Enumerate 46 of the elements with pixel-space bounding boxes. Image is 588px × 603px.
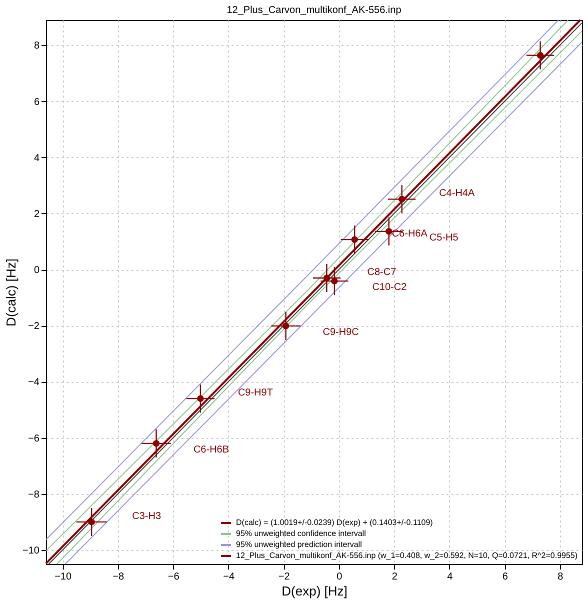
point (331, 278, 338, 284)
x-tick-label: −4 (223, 572, 235, 582)
y-tick-label: −6 (28, 433, 40, 444)
annotation: C6-H6B (193, 444, 230, 456)
point (282, 322, 290, 330)
annotation: C3-H3 (132, 510, 162, 522)
annotation: C8-C7 (367, 266, 397, 278)
point (88, 518, 95, 526)
annotation: C9-H9C (322, 326, 359, 338)
point (536, 52, 544, 59)
y-tick-label: 4 (34, 152, 40, 164)
x-axis-title: D(exp) [Hz] (282, 584, 348, 598)
point (197, 395, 204, 402)
x-tick-label: 0 (336, 572, 343, 582)
legend-label: 95% unweighted confidence intervall (236, 529, 366, 538)
legend-label: 12_Plus_Carvon_multikonf_AK-556.inp (w_1=0.408, w_2=0.592, N=10, Q=0.0721, R^2=0.9955) (236, 551, 578, 560)
x-tick-label: 4 (447, 572, 454, 582)
x-tick-label: −8 (112, 572, 124, 582)
x-tick-label: −2 (278, 572, 290, 582)
x-tick-label: 8 (558, 572, 564, 582)
chart-title: 12_Plus_Carvon_multikonf_AK-556.inp (226, 5, 402, 16)
x-tick-label: −10 (54, 572, 72, 582)
y-axis-title: D(calc) [Hz] (4, 258, 19, 326)
annotation: C5-H5 (429, 232, 459, 244)
point (386, 228, 392, 235)
y-tick-label: 0 (34, 265, 40, 276)
annotation: C4-H4A (439, 188, 475, 200)
legend-label: 95% unweighted prediction intervall (236, 540, 362, 549)
point (398, 196, 406, 203)
y-tick-label: −2 (28, 321, 40, 332)
y-tick-label: 6 (34, 96, 40, 108)
y-tick-label: −8 (28, 489, 40, 500)
y-tick-label: −10 (22, 545, 40, 556)
annotation: C9-H9T (238, 388, 273, 399)
point (323, 274, 330, 282)
point (351, 236, 358, 243)
y-tick-label: 2 (34, 208, 40, 220)
annotation: C10-C2 (372, 282, 408, 294)
legend-label: D(calc) = (1.0019+/-0.0239) D(exp) + (0.1403+/-0.1109) (236, 518, 434, 527)
x-tick-label: −6 (168, 572, 180, 582)
point (152, 440, 160, 447)
y-tick-label: 8 (34, 40, 40, 52)
x-tick-label: 2 (392, 572, 398, 582)
y-tick-label: −4 (28, 377, 40, 388)
x-tick-label: 6 (502, 572, 508, 582)
annotation: C6-H6A (392, 228, 428, 240)
